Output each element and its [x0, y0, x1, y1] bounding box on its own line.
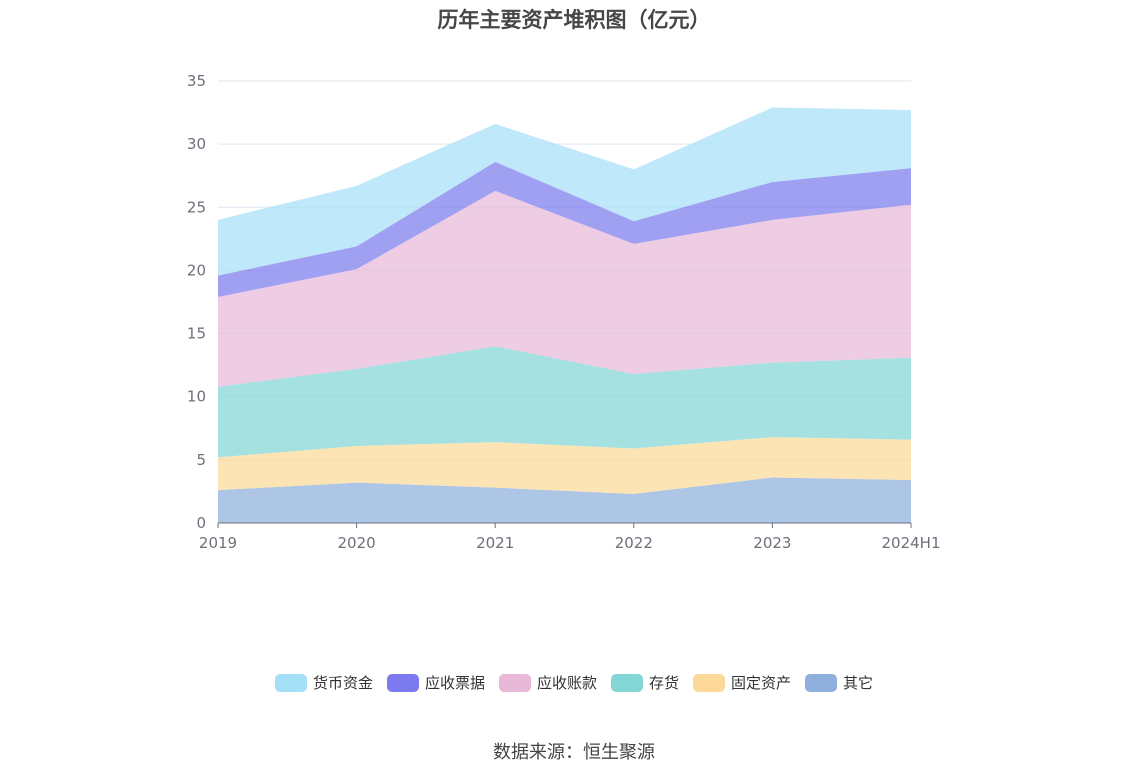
- y-tick-label: 25: [187, 198, 206, 216]
- legend-item-other[interactable]: 其它: [805, 672, 873, 693]
- y-tick-label: 10: [187, 388, 206, 406]
- y-tick-label: 0: [196, 514, 206, 532]
- legend-label: 应收票据: [424, 674, 485, 692]
- chart-title: 历年主要资产堆积图（亿元）: [437, 8, 711, 32]
- y-tick-label: 20: [187, 261, 206, 279]
- legend-swatch: [498, 673, 531, 692]
- legend-label: 固定资产: [731, 674, 792, 692]
- legend-swatch: [611, 673, 643, 692]
- legend-item-inventory[interactable]: 存货: [611, 672, 679, 693]
- legend-item-fixed-assets[interactable]: 固定资产: [693, 672, 791, 693]
- area-series-4: [218, 161, 911, 297]
- stacked-area-chart: 0 5 10 15 20 25 30 35 2019 2020 2021 2022 2023 2024H1: [187, 72, 941, 552]
- legend-label: 应收账款: [536, 674, 597, 692]
- x-tick-label: 2021: [476, 534, 514, 552]
- legend-swatch: [386, 673, 419, 692]
- x-tick-label: 2023: [753, 534, 791, 552]
- x-tick-label: 2024H1: [882, 534, 941, 552]
- y-tick-label: 30: [187, 135, 206, 153]
- area-series-5: [218, 107, 911, 276]
- legend-label: 其它: [843, 674, 874, 692]
- y-tick-label: 5: [196, 451, 206, 469]
- area-series-2: [218, 346, 911, 458]
- x-tick-label: 2022: [615, 534, 653, 552]
- area-series-3: [218, 190, 911, 387]
- x-tick-label: 2019: [199, 534, 237, 552]
- chart-legend: 货币资金 应收票据 应收账款 存货 固定资产 其它: [0, 672, 1148, 693]
- y-tick-label: 35: [187, 72, 206, 90]
- legend-item-notes-receivable[interactable]: 应收票据: [386, 672, 485, 693]
- legend-swatch: [693, 673, 726, 692]
- area-series-1: [218, 437, 911, 494]
- legend-swatch: [805, 673, 838, 692]
- data-source: 数据来源：恒生聚源: [493, 742, 655, 763]
- legend-item-cash[interactable]: 货币资金: [274, 672, 373, 693]
- y-tick-label: 15: [187, 325, 206, 343]
- legend-label: 存货: [649, 674, 680, 692]
- x-tick-label: 2020: [338, 534, 376, 552]
- area-series-0: [218, 477, 911, 523]
- legend-item-accounts-receivable[interactable]: 应收账款: [498, 672, 597, 693]
- legend-label: 货币资金: [312, 674, 373, 692]
- legend-swatch: [274, 673, 307, 692]
